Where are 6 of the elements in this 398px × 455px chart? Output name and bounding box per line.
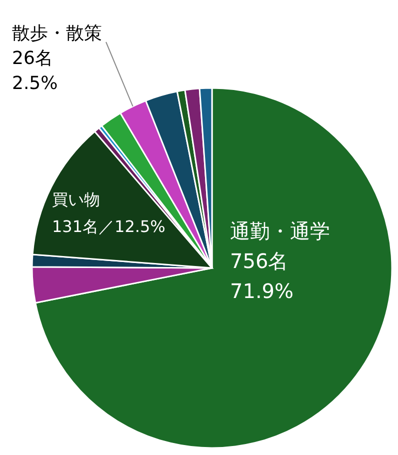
slice-label: 通勤・通学 <box>230 219 330 243</box>
data-label: 131名／12.5% <box>52 217 166 236</box>
slice-label: 散歩・散策 <box>12 23 102 44</box>
data-label: 26名 2.5% <box>12 48 58 94</box>
slice-label: 買い物 <box>52 190 100 209</box>
data-label: 756名 71.9% <box>230 249 294 303</box>
